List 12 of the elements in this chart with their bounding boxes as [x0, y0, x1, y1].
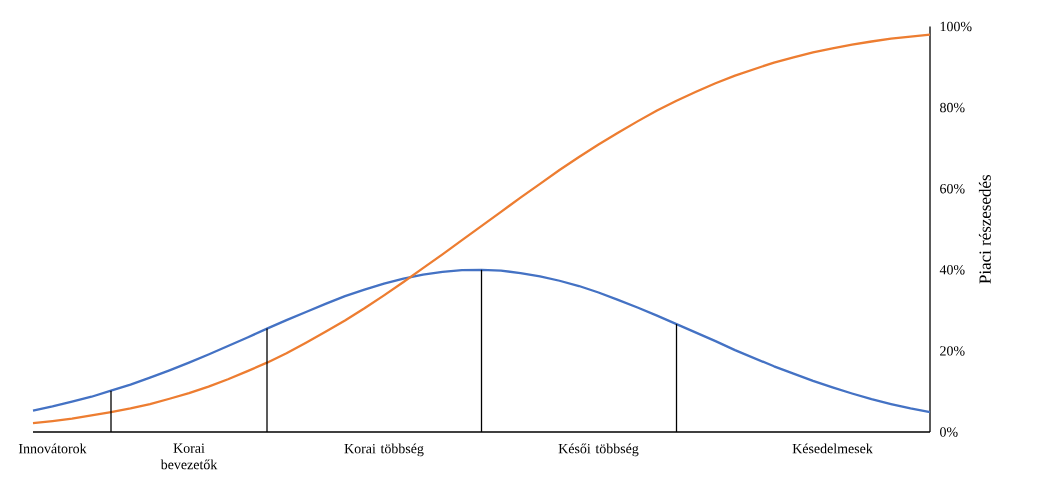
y-axis-title: Piaci részesedés [978, 175, 991, 284]
y-tick-label: 80% [940, 102, 965, 113]
y-tick-label: 60% [940, 183, 965, 194]
x-tick-label: Innovátorok [18, 443, 87, 454]
y-tick-label: 20% [940, 346, 965, 356]
x-tick-label: Korai bevezetők [160, 443, 218, 470]
y-tick-label: 0% [940, 427, 958, 437]
y-tick-label: 100% [940, 21, 972, 32]
x-tick-label: Késői többség [558, 443, 639, 457]
x-tick-label: Késedelmesek [792, 443, 873, 454]
x-tick-label: Korai többség [344, 443, 424, 457]
y-tick-label: 40% [939, 265, 965, 275]
